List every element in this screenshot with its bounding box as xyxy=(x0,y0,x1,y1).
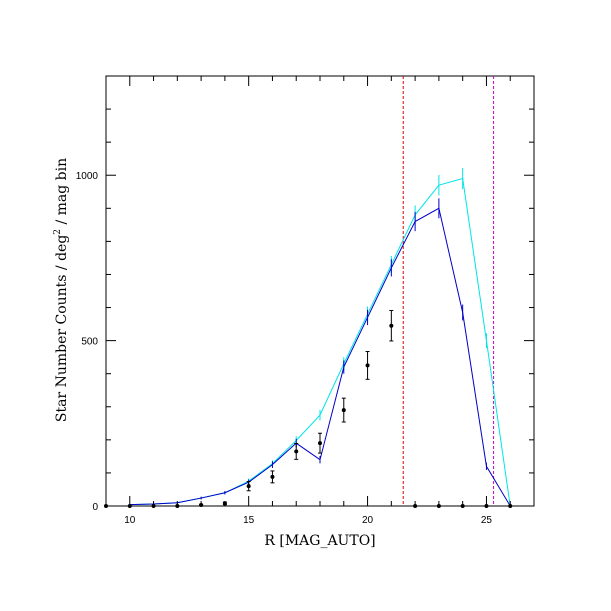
x-tick-label: 10 xyxy=(124,515,136,526)
data-point xyxy=(341,408,346,413)
series-3 xyxy=(104,310,513,508)
series-2 xyxy=(129,198,511,507)
y-tick-label: 1000 xyxy=(76,171,99,182)
data-point xyxy=(318,441,322,446)
series-1 xyxy=(129,167,511,507)
y-tick-label: 0 xyxy=(92,502,98,513)
x-axis-title: R [MAG_AUTO] xyxy=(264,533,375,549)
x-tick-label: 25 xyxy=(481,515,493,526)
y-axis-title: Star Number Counts / deg2 / mag bin xyxy=(53,158,70,422)
x-tick-label: 15 xyxy=(243,515,255,526)
y-axis-title-tail: / mag bin xyxy=(54,158,70,229)
data-point xyxy=(365,363,370,368)
data-point xyxy=(294,449,299,454)
y-tick-label: 500 xyxy=(81,337,98,348)
y-axis-title-sup: 2 xyxy=(53,229,63,235)
data-point xyxy=(246,484,251,489)
y-axis-title-main: Star Number Counts / deg xyxy=(54,235,70,422)
data-point xyxy=(389,323,394,328)
x-tick-label: 20 xyxy=(362,515,374,526)
data-point xyxy=(270,474,275,479)
